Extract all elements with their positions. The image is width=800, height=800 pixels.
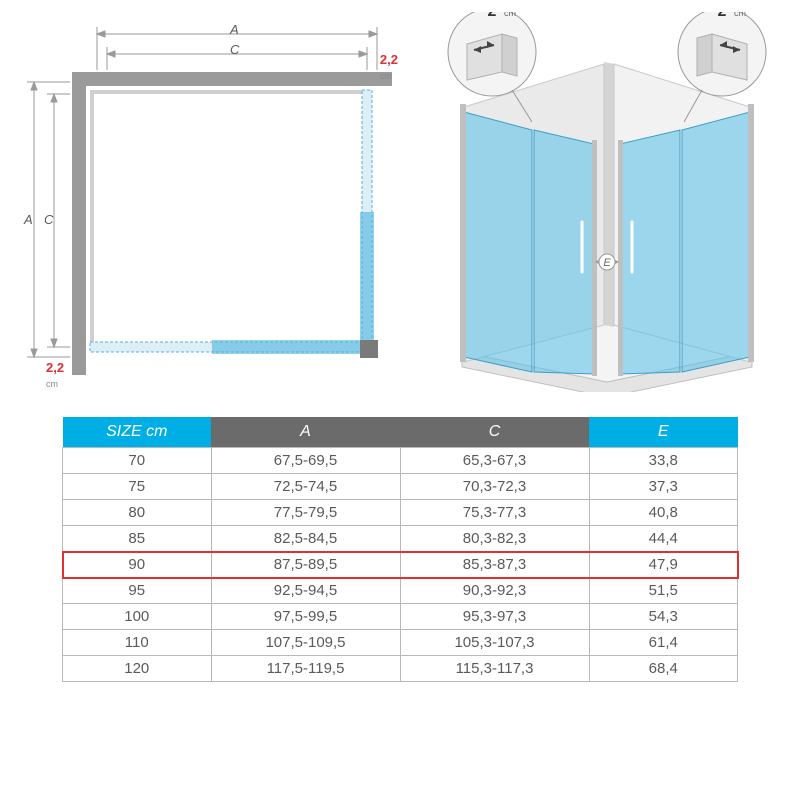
col-header-c: C <box>400 417 589 448</box>
table-cell: 95,3-97,3 <box>400 604 589 630</box>
table-cell: 61,4 <box>589 630 738 656</box>
table-cell: 115,3-117,3 <box>400 656 589 682</box>
diagrams-row: A C A C 2,2cm 2,2cm <box>12 12 788 392</box>
table-cell: 100 <box>63 604 212 630</box>
table-cell: 120 <box>63 656 212 682</box>
table-cell: 75,3-77,3 <box>400 500 589 526</box>
svg-text:2: 2 <box>488 12 497 20</box>
table-cell: 68,4 <box>589 656 738 682</box>
table-cell: 80 <box>63 500 212 526</box>
table-cell: 90,3-92,3 <box>400 578 589 604</box>
table-cell: 105,3-107,3 <box>400 630 589 656</box>
table-cell: 110 <box>63 630 212 656</box>
table-cell: 85 <box>63 526 212 552</box>
dim-label-c-top: C <box>230 42 239 57</box>
tolerance-bottom: 2,2cm <box>46 360 64 390</box>
col-header-e: E <box>589 417 738 448</box>
isometric-view-diagram: E 2 cm <box>422 12 792 392</box>
entry-label: E <box>603 257 611 269</box>
table-row: 7572,5-74,570,3-72,337,3 <box>63 474 738 500</box>
table-row: 120117,5-119,5115,3-117,368,4 <box>63 656 738 682</box>
table-row: 7067,5-69,565,3-67,333,8 <box>63 448 738 474</box>
table-cell: 117,5-119,5 <box>211 656 400 682</box>
table-row: 110107,5-109,5105,3-107,361,4 <box>63 630 738 656</box>
table-cell: 97,5-99,5 <box>211 604 400 630</box>
table-row: 8077,5-79,575,3-77,340,8 <box>63 500 738 526</box>
table-cell: 54,3 <box>589 604 738 630</box>
svg-text:cm: cm <box>734 12 746 18</box>
table-row: 9087,5-89,585,3-87,347,9 <box>63 552 738 578</box>
table-cell: 87,5-89,5 <box>211 552 400 578</box>
table-cell: 37,3 <box>589 474 738 500</box>
plan-svg <box>12 12 412 392</box>
table-cell: 65,3-67,3 <box>400 448 589 474</box>
svg-text:2: 2 <box>718 12 727 20</box>
table-cell: 72,5-74,5 <box>211 474 400 500</box>
table-cell: 107,5-109,5 <box>211 630 400 656</box>
col-header-a: A <box>211 417 400 448</box>
table-cell: 75 <box>63 474 212 500</box>
table-cell: 82,5-84,5 <box>211 526 400 552</box>
table-cell: 44,4 <box>589 526 738 552</box>
table-cell: 90 <box>63 552 212 578</box>
plan-view-diagram: A C A C 2,2cm 2,2cm <box>12 12 412 392</box>
col-header-size-cm: SIZE cm <box>63 417 212 448</box>
svg-text:cm: cm <box>504 12 516 18</box>
table-cell: 70 <box>63 448 212 474</box>
dim-label-a-top: A <box>230 22 239 37</box>
table-cell: 47,9 <box>589 552 738 578</box>
table-cell: 77,5-79,5 <box>211 500 400 526</box>
table-cell: 51,5 <box>589 578 738 604</box>
size-table-body: 7067,5-69,565,3-67,333,87572,5-74,570,3-… <box>63 448 738 682</box>
dim-label-c-left: C <box>44 212 53 227</box>
table-cell: 40,8 <box>589 500 738 526</box>
table-cell: 67,5-69,5 <box>211 448 400 474</box>
size-table-head: SIZE cmACE <box>63 417 738 448</box>
table-row: 8582,5-84,580,3-82,344,4 <box>63 526 738 552</box>
size-table-container: SIZE cmACE 7067,5-69,565,3-67,333,87572,… <box>62 417 738 682</box>
table-cell: 92,5-94,5 <box>211 578 400 604</box>
adjustment-detail-left: 2 cm <box>448 12 536 96</box>
product-spec-sheet: A C A C 2,2cm 2,2cm <box>0 0 800 800</box>
table-row: 9592,5-94,590,3-92,351,5 <box>63 578 738 604</box>
iso-svg: E 2 cm <box>422 12 792 392</box>
table-cell: 80,3-82,3 <box>400 526 589 552</box>
table-cell: 95 <box>63 578 212 604</box>
table-cell: 70,3-72,3 <box>400 474 589 500</box>
size-table: SIZE cmACE 7067,5-69,565,3-67,333,87572,… <box>62 417 738 682</box>
dim-label-a-left: A <box>24 212 33 227</box>
table-cell: 85,3-87,3 <box>400 552 589 578</box>
table-cell: 33,8 <box>589 448 738 474</box>
tolerance-top: 2,2cm <box>380 52 398 82</box>
adjustment-detail-right: 2 cm <box>678 12 766 96</box>
table-row: 10097,5-99,595,3-97,354,3 <box>63 604 738 630</box>
